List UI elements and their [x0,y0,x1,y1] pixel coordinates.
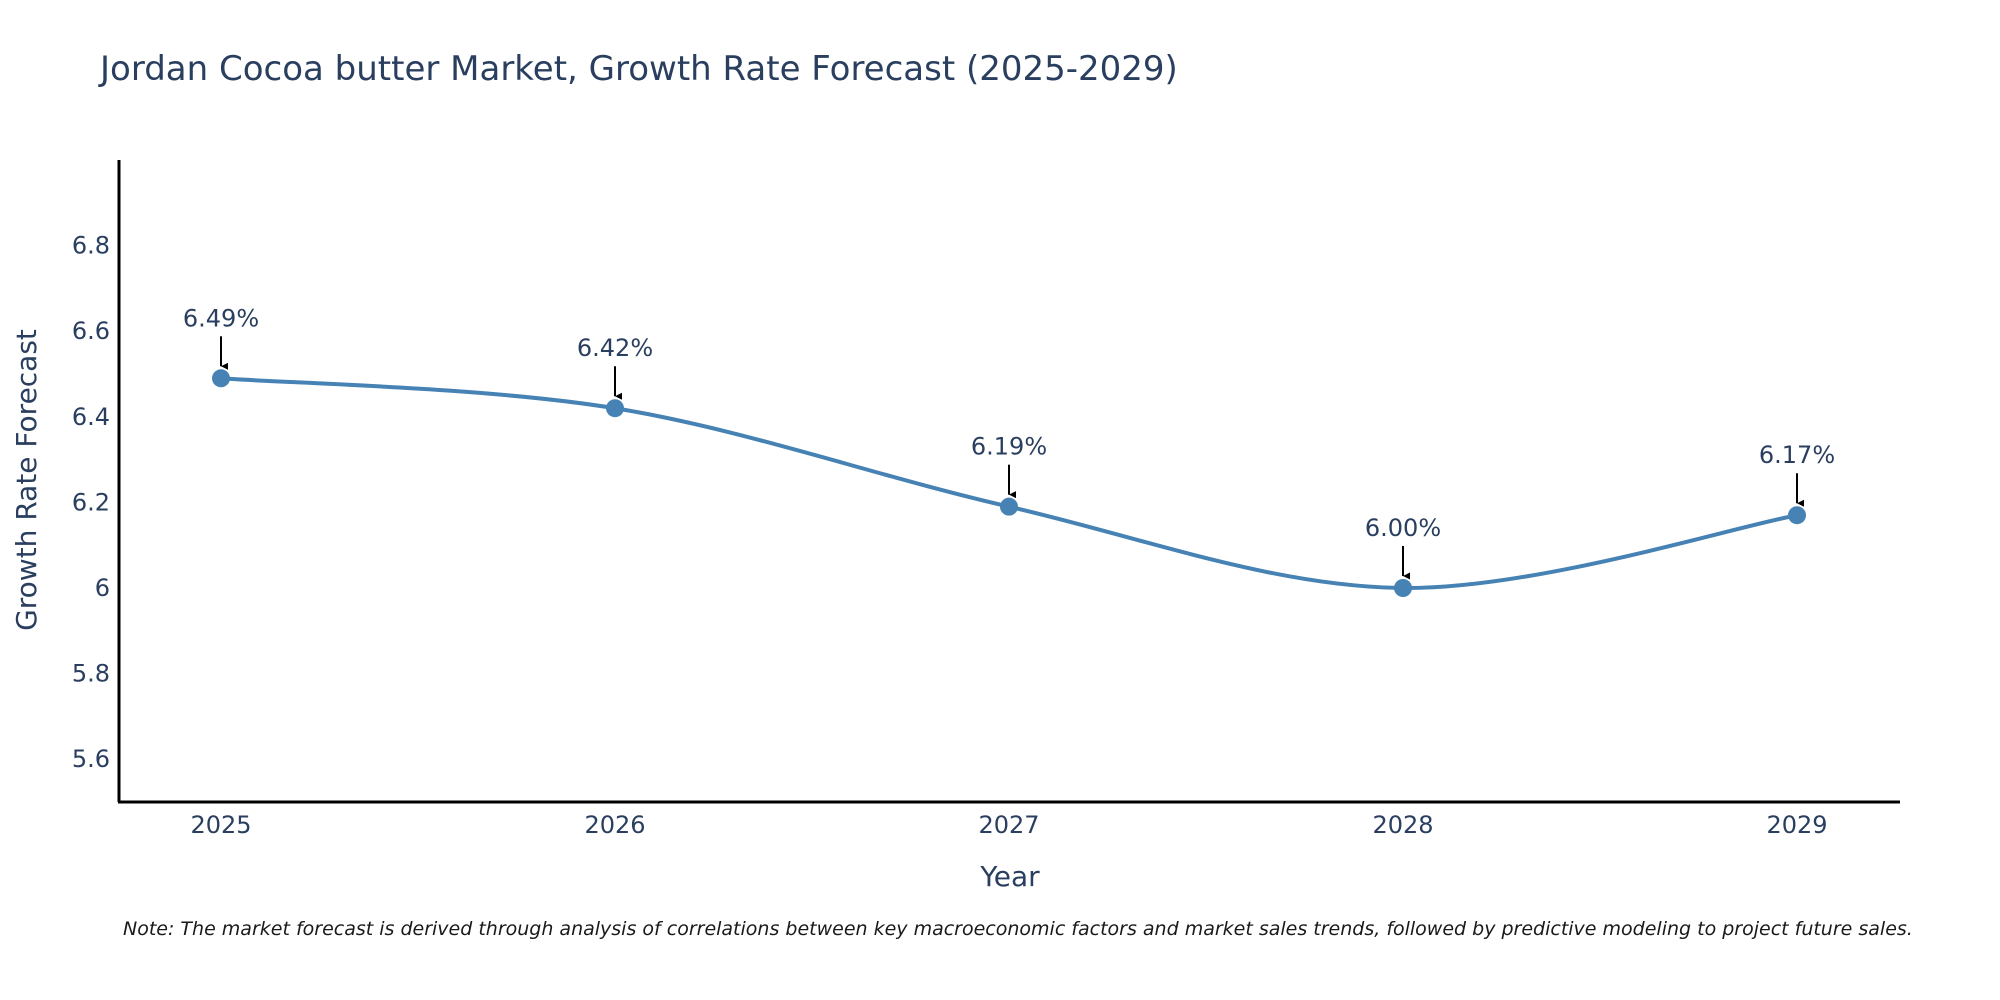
y-tick-label: 6.2 [72,488,110,516]
data-points [212,369,1806,597]
y-tick-label: 6.4 [72,403,110,431]
data-label: 6.42% [577,334,653,362]
x-tick-label: 2029 [1766,811,1827,839]
y-tick-label: 6.8 [72,232,110,260]
x-axis-title: Year [979,860,1040,893]
data-annotations: 6.49% 6.42% 6.19% 6.00% 6.17% [183,304,1835,580]
y-tick-label: 6 [95,574,110,602]
y-axis-title: Growth Rate Forecast [10,329,43,631]
data-point [1394,579,1412,597]
data-point [606,399,624,418]
x-tick-label: 2026 [584,811,645,839]
footnote: Note: The market forecast is derived thr… [123,918,1913,940]
x-tick-label: 2028 [1372,811,1433,839]
data-label: 6.49% [183,304,259,332]
chart-title: Jordan Cocoa butter Market, Growth Rate … [98,49,1178,89]
data-point [212,369,230,388]
x-axis-ticks: 2025 2026 2027 2028 2029 [190,811,1827,839]
data-point [1000,497,1018,516]
x-tick-label: 2025 [190,811,251,839]
x-tick-label: 2027 [978,811,1039,839]
data-point [1788,506,1806,525]
data-label: 6.17% [1759,441,1835,469]
y-axis-ticks: 5.6 5.8 6 6.2 6.4 6.6 6.8 [72,232,110,774]
y-tick-label: 6.6 [72,317,110,345]
data-label: 6.19% [971,433,1047,461]
y-tick-label: 5.8 [72,660,110,688]
data-label: 6.00% [1365,514,1441,542]
y-tick-label: 5.6 [72,745,110,773]
